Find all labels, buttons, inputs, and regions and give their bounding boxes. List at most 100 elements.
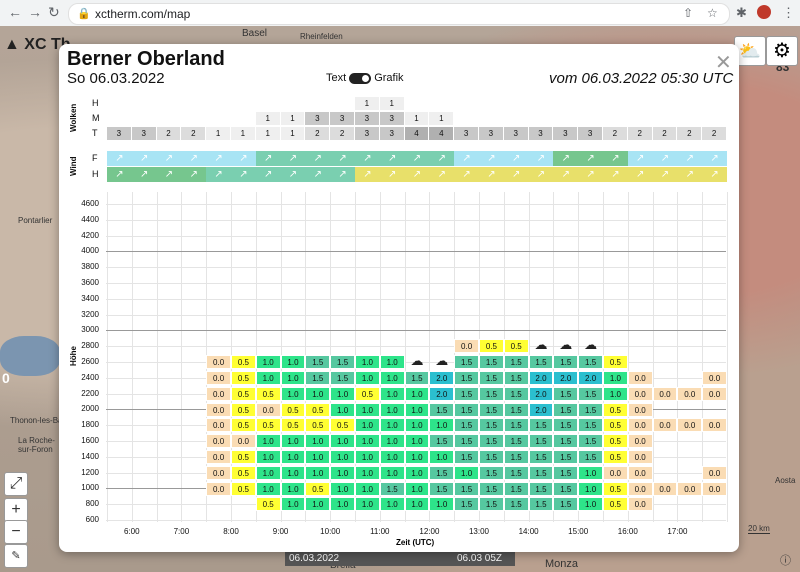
- cloud-cell: 2: [330, 127, 354, 140]
- wind-arrow-icon: ↗: [603, 167, 628, 182]
- cloud-cell: [553, 97, 577, 110]
- cloud-cell: [157, 97, 181, 110]
- y-tick-label: 2600: [81, 357, 99, 366]
- zoom-out-button[interactable]: −: [4, 520, 28, 544]
- back-icon[interactable]: ←: [8, 4, 22, 20]
- cloud-sun-icon: ⛅: [738, 41, 762, 61]
- cloud-cell: 3: [578, 127, 602, 140]
- close-icon[interactable]: ✕: [715, 52, 732, 74]
- y-tick-label: 1800: [81, 420, 99, 430]
- wind-arrow-icon: ↗: [652, 167, 678, 182]
- thermal-cell: 1.0: [355, 434, 380, 449]
- cloud-cell: [653, 97, 677, 110]
- cloud-cell: [256, 97, 280, 110]
- x-tick-label: 10:00: [320, 527, 341, 536]
- thermal-cell: 1.5: [479, 449, 504, 464]
- y-tick-label: 4400: [81, 214, 99, 224]
- thermal-cell: 0.0: [206, 449, 231, 464]
- draw-tool-icon[interactable]: ✎: [4, 544, 28, 568]
- grid-vline: [131, 192, 133, 522]
- cloud-cell: [405, 97, 429, 110]
- thermal-cell: 1.0: [404, 497, 430, 512]
- wind-arrow-icon: ↗: [305, 167, 331, 182]
- thermal-cell: 1.5: [479, 370, 504, 385]
- fullscreen-button[interactable]: ⤢: [4, 472, 28, 496]
- thermal-cell: 1.5: [305, 355, 331, 370]
- grid-hline: [106, 235, 726, 237]
- thermal-cell: 1.5: [503, 370, 529, 385]
- y-tick-label: 4200: [81, 230, 99, 240]
- wind-arrow-icon: ↗: [206, 151, 231, 166]
- wind-arrow-icon: ↗: [578, 167, 603, 182]
- x-axis-title: Zeit (UTC): [396, 538, 435, 547]
- share-icon[interactable]: ⇧: [683, 6, 694, 20]
- thermal-cell: 1.5: [379, 481, 405, 496]
- toggle-switch[interactable]: [349, 72, 372, 84]
- zoom-in-button[interactable]: +: [4, 498, 28, 522]
- extensions-icon[interactable]: ✱: [736, 5, 747, 20]
- thermal-cell: 1.5: [479, 465, 504, 480]
- thermal-cell: 0.5: [231, 418, 256, 433]
- grid-hline: [106, 346, 726, 348]
- thermal-cell: 1.5: [330, 355, 355, 370]
- toggle-grafik-label: Grafik: [374, 72, 404, 84]
- cloud-cell: 3: [503, 127, 528, 140]
- thermal-cell: 1.5: [553, 497, 579, 512]
- thermal-cell: 0.0: [206, 434, 231, 449]
- thermal-cell: 1.5: [553, 449, 579, 464]
- thermal-cell: 1.0: [404, 481, 430, 496]
- time-left-label: 06.03.2022: [289, 553, 340, 564]
- lake-shape: [0, 336, 60, 376]
- grid-hline: [106, 330, 726, 332]
- x-tick-label: 13:00: [468, 527, 490, 536]
- bookmark-star-icon[interactable]: ☆: [707, 6, 718, 20]
- menu-icon[interactable]: ⋮: [782, 5, 795, 20]
- y-tick-label: 1600: [81, 436, 99, 445]
- thermal-cell: 1.0: [404, 465, 430, 480]
- thermal-cell: 1.0: [404, 418, 430, 433]
- thermal-cell: 1.5: [553, 481, 579, 496]
- cloud-cell: 3: [131, 127, 156, 140]
- grid-vline: [702, 192, 704, 522]
- thermal-cell: 2.0: [528, 402, 554, 417]
- thermal-cell: 1.0: [255, 481, 281, 496]
- cloud-cell: 3: [379, 112, 404, 125]
- thermal-cell: 1.0: [404, 402, 430, 417]
- info-icon[interactable]: ⓘ: [780, 555, 791, 567]
- lock-icon[interactable]: 🔒: [77, 8, 91, 20]
- grid-vline: [404, 192, 406, 522]
- cloud-cell: [504, 112, 528, 125]
- thermal-cell: 1.5: [553, 465, 579, 480]
- time-slider[interactable]: 06.03.2022 06.03 05Z: [285, 552, 515, 566]
- browser-toolbar: ← → ↻ 🔒 xctherm.com/map ⇧ ☆ ✱ ⋮: [0, 0, 800, 27]
- thermal-cell: 1.5: [454, 355, 479, 370]
- forward-icon[interactable]: →: [28, 4, 42, 20]
- wind-arrow-icon: ↗: [355, 151, 380, 166]
- settings-button[interactable]: ⚙: [766, 36, 798, 66]
- thermal-cell: 1.0: [280, 465, 306, 480]
- y-tick-label: 600: [85, 515, 99, 524]
- forecast-date: So 06.03.2022: [67, 70, 165, 87]
- reload-icon[interactable]: ↻: [48, 4, 60, 20]
- cloud-cell: [603, 112, 627, 125]
- cloud-cell: [330, 97, 354, 110]
- wind-arrow-icon: ↗: [231, 167, 256, 182]
- thermal-cell: 0.0: [702, 370, 727, 385]
- cloud-cell: [529, 97, 553, 110]
- thermal-cell: 1.5: [479, 481, 504, 496]
- view-toggle[interactable]: Text Grafik: [326, 72, 404, 84]
- thermal-cell: 1.5: [503, 355, 529, 370]
- cloud-cell: [454, 97, 478, 110]
- thermal-cell: 1.5: [528, 465, 554, 480]
- grid-hline: [106, 251, 726, 253]
- profile-avatar[interactable]: [757, 5, 771, 19]
- wind-arrow-icon: ↗: [429, 151, 455, 166]
- address-bar[interactable]: 🔒 xctherm.com/map ⇧ ☆: [68, 3, 730, 25]
- cloud-cell: [231, 112, 255, 125]
- wind-arrow-icon: ↗: [305, 151, 331, 166]
- cloud-row-label: H: [92, 98, 99, 108]
- cloud-cell: 3: [479, 127, 503, 140]
- cloud-cell: [578, 112, 602, 125]
- thermal-cell: 1.5: [305, 370, 331, 385]
- cloud-cell: [603, 97, 627, 110]
